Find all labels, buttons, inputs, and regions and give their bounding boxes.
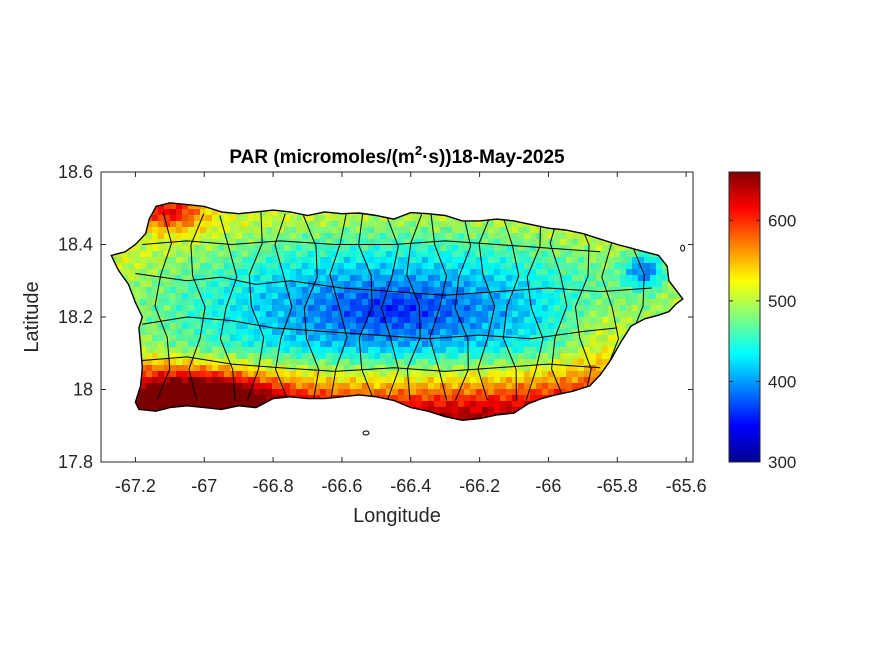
map-title: PAR (micromoles/(m2·s))18-May-2025: [229, 143, 565, 168]
x-tick-label: -67.2: [115, 476, 156, 496]
x-axis-label: Longitude: [353, 505, 441, 527]
colorbar-tick-label: 500: [768, 292, 796, 311]
municipality-border: [454, 215, 472, 401]
municipality-border: [154, 211, 173, 401]
x-axis-ticks: -67.2 -67 -66.8 -66.6 -66.4 -66.2 -66 -65.8 -65.…: [115, 172, 707, 496]
caja-de-muertos-islet: [362, 430, 370, 436]
x-tick-label: -66: [535, 476, 561, 496]
municipality-border: [429, 213, 448, 401]
colorbar-tick-label: 600: [768, 211, 796, 230]
municipality-border: [574, 213, 592, 401]
municipality-border: [477, 211, 496, 401]
x-tick-label: -65.6: [666, 476, 707, 496]
x-tick-label: -66.4: [390, 476, 431, 496]
x-tick-label: -66.8: [253, 476, 294, 496]
y-tick-label: 18: [73, 380, 93, 400]
x-tick-label: -66.2: [459, 476, 500, 496]
municipality-border: [329, 211, 348, 401]
municipality-border: [406, 211, 423, 401]
y-axis-ticks: 17.8 18 18.2 18.4 18.6: [58, 162, 693, 472]
x-tick-label: -65.8: [597, 476, 638, 496]
eastern-islet: [680, 244, 686, 252]
municipality-border: [188, 213, 206, 401]
municipality-border: [142, 240, 601, 253]
municipality-border: [219, 215, 238, 401]
municipality-border: [142, 356, 601, 372]
municipality-border: [302, 215, 320, 401]
municipality-border: [525, 215, 544, 401]
municipality-border: [135, 273, 652, 296]
colorbar: [728, 171, 761, 463]
y-axis-label: Latitude: [21, 281, 43, 352]
municipality-border: [380, 215, 400, 401]
x-tick-label: -66.6: [321, 476, 362, 496]
colorbar-tick-label: 300: [768, 453, 796, 472]
colorbar-tick-label: 400: [768, 372, 796, 391]
y-tick-label: 18.6: [58, 162, 93, 182]
municipality-border: [142, 316, 618, 340]
x-tick-label: -67: [191, 476, 217, 496]
colorbar-ticks: 300 400 500 600: [729, 211, 796, 472]
island-coastline: [110, 202, 684, 422]
municipality-border: [246, 211, 265, 401]
municipality-border: [501, 213, 520, 401]
y-tick-label: 18.4: [58, 235, 93, 255]
municipality-borders: [110, 202, 686, 436]
municipality-border: [549, 211, 568, 401]
municipality-border: [358, 213, 375, 401]
y-tick-label: 18.2: [58, 307, 93, 327]
municipality-border: [274, 213, 293, 401]
y-tick-label: 17.8: [58, 452, 93, 472]
